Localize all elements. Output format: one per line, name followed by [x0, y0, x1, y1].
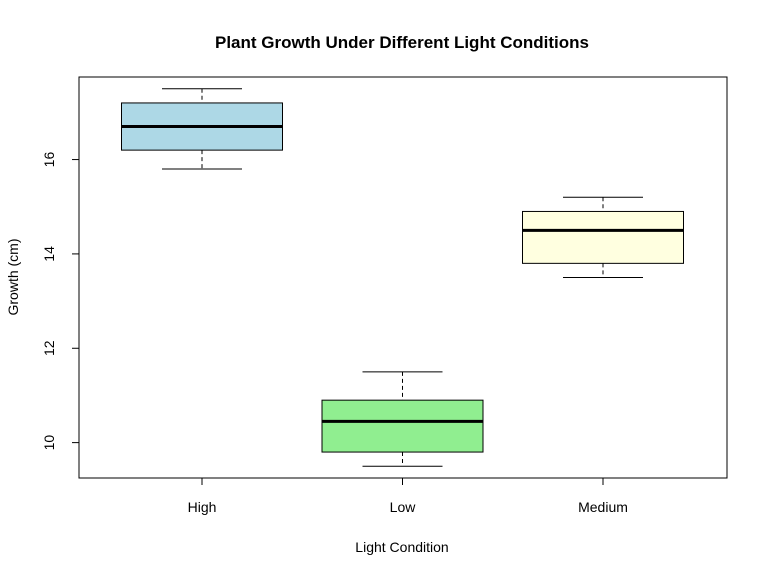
iqr-box [321, 399, 484, 453]
y-axis: 10 12 14 16 [41, 152, 80, 451]
box-low [321, 371, 484, 467]
y-tick-label: 14 [41, 246, 57, 262]
box-high [121, 88, 283, 170]
x-tick-label: High [188, 499, 217, 515]
y-axis-label: Growth (cm) [5, 239, 21, 316]
x-tick-label: Medium [578, 499, 628, 515]
box-medium [522, 196, 684, 278]
x-tick-label: Low [390, 499, 417, 515]
y-tick-label: 16 [41, 152, 57, 168]
chart-title: Plant Growth Under Different Light Condi… [215, 33, 589, 52]
y-tick-label: 10 [41, 435, 57, 451]
y-tick-label: 12 [41, 340, 57, 356]
boxes-layer [121, 88, 684, 467]
iqr-box [522, 210, 684, 264]
x-axis: High Low Medium [188, 478, 628, 515]
x-axis-label: Light Condition [355, 539, 448, 555]
